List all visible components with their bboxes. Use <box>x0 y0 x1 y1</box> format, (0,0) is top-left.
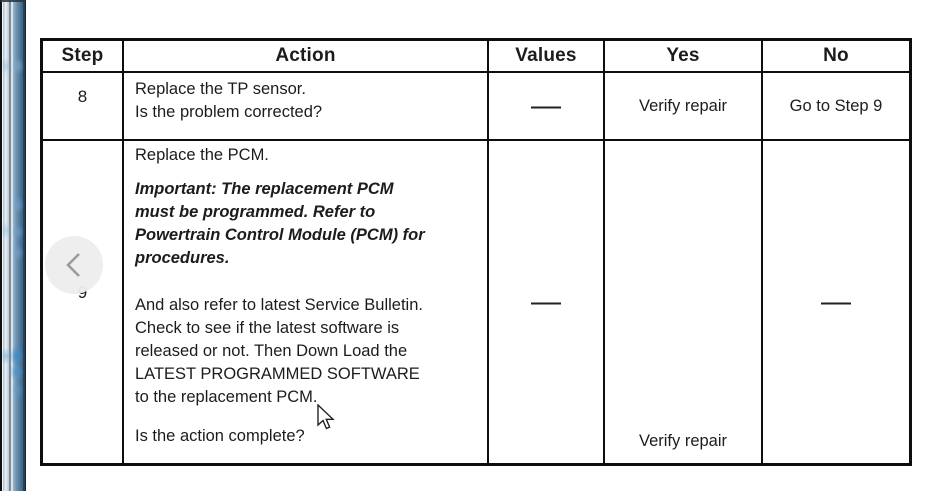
step-number: 8 <box>77 87 88 106</box>
no-cell: Go to Step 9 <box>763 73 909 141</box>
yes-text: Verify repair <box>638 432 728 450</box>
window-edge-top-cap <box>0 0 26 2</box>
back-chevron-icon <box>66 253 80 277</box>
action-cell: Replace the TP sensor. Is the problem co… <box>124 73 489 141</box>
values-cell: — <box>489 141 605 463</box>
action-paragraph: Is the action complete? <box>135 427 305 445</box>
yes-text: Verify repair <box>638 96 728 115</box>
action-cell: Replace the PCM. Important: The replacem… <box>124 141 489 463</box>
window-edge-strip <box>0 0 2 491</box>
column-header-no: No <box>763 41 909 73</box>
action-line: Powertrain Control Module (PCM) for <box>135 226 425 244</box>
action-line: LATEST PROGRAMMED SOFTWARE <box>135 365 420 383</box>
values-cell: — <box>489 73 605 141</box>
no-text: Go to Step 9 <box>789 96 883 115</box>
mouse-cursor-icon <box>317 404 335 430</box>
action-line: procedures. <box>135 249 230 267</box>
action-line: Important: The replacement PCM <box>135 180 394 198</box>
no-cell: — <box>821 285 851 318</box>
action-line: released or not. Then Down Load the <box>135 342 408 360</box>
column-header-action: Action <box>124 41 489 73</box>
action-line: Check to see if the latest software is <box>135 319 400 337</box>
action-line: Is the problem corrected? <box>135 103 323 121</box>
yes-cell: Verify repair <box>605 141 763 463</box>
action-line: to the replacement PCM. <box>135 388 318 406</box>
back-button[interactable] <box>45 236 103 294</box>
diagnostic-step-table: Step Action Values Yes No 8 Replace the … <box>40 38 912 466</box>
important-note: Important: The replacement PCM must be p… <box>135 178 476 270</box>
action-line: must be programmed. Refer to <box>135 203 376 221</box>
action-paragraph: Replace the PCM. <box>135 146 269 164</box>
column-header-values: Values <box>489 41 605 73</box>
column-header-yes: Yes <box>605 41 763 73</box>
action-paragraph: And also refer to latest Service Bulleti… <box>135 294 476 409</box>
step-cell: 9 <box>43 141 124 463</box>
yes-cell: Verify repair <box>605 73 763 141</box>
blue-side-bar <box>13 0 23 491</box>
step-cell: 8 <box>43 73 124 141</box>
column-header-step: Step <box>43 41 124 73</box>
action-line: And also refer to latest Service Bulleti… <box>135 296 423 314</box>
blue-side-bar-edge <box>25 0 26 491</box>
action-line: Replace the TP sensor. <box>135 80 306 98</box>
